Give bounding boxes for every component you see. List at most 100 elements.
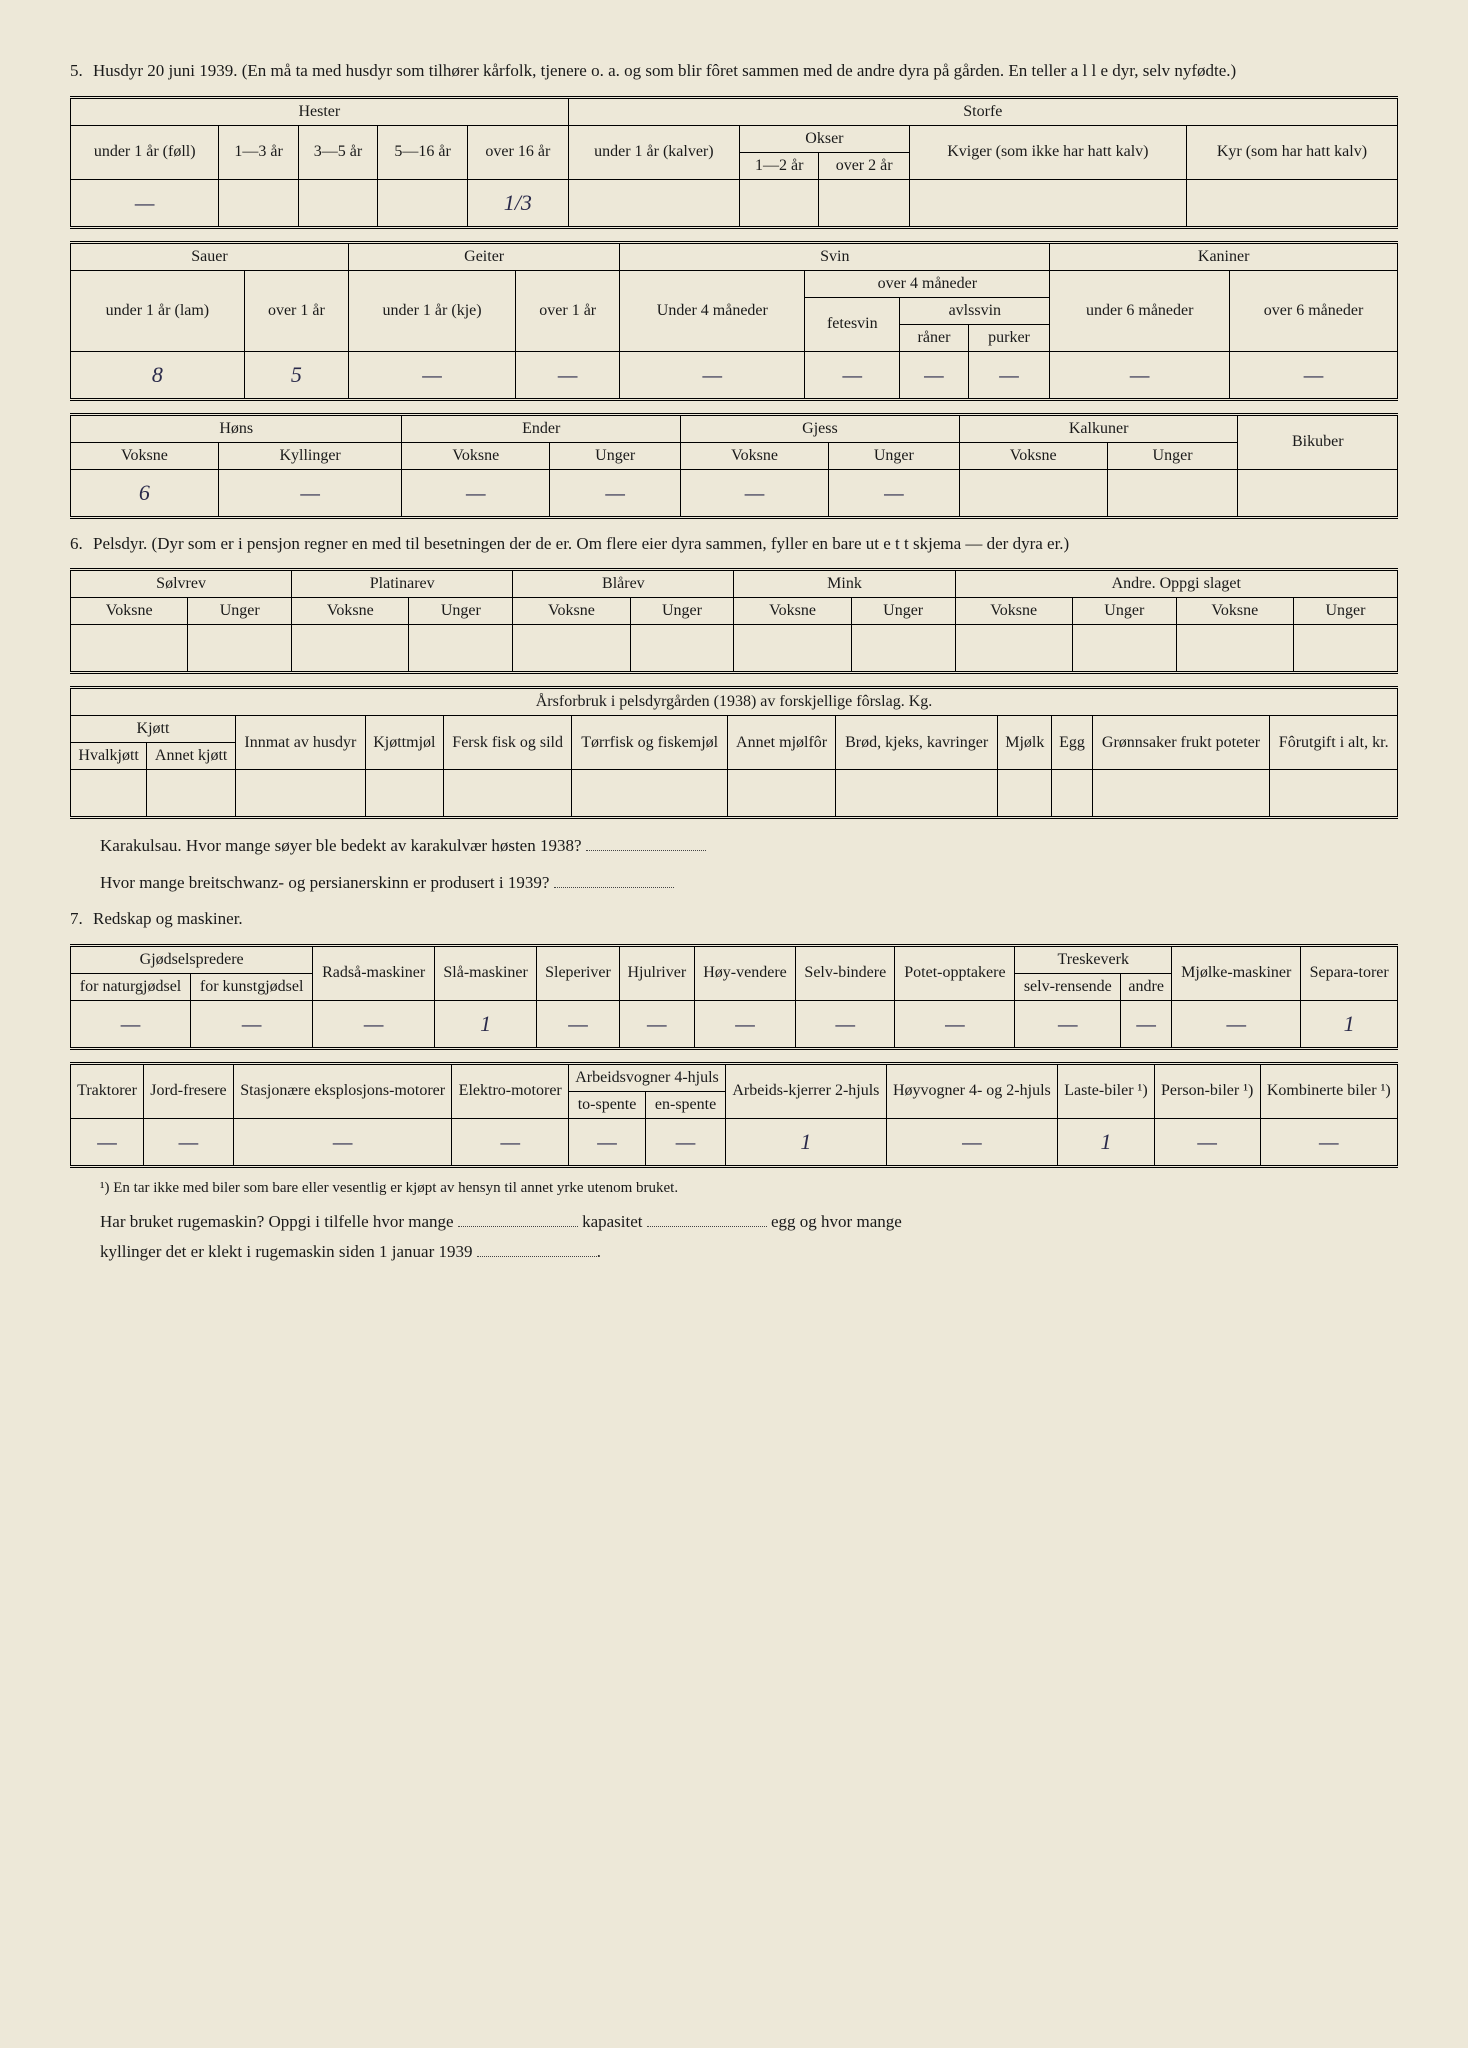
val-t3-3: — (550, 469, 681, 517)
hdr-hons: Høns (71, 414, 402, 442)
hdr-arbeidskjerrer: Arbeids-kjerrer 2-hjuls (726, 1063, 887, 1118)
hdr-treske-andre: andre (1121, 973, 1172, 1000)
val-t7-2: — (233, 1118, 452, 1166)
ruge-part4: kyllinger det er klekt i rugemaskin side… (100, 1242, 473, 1261)
hdr-bla-u: Unger (630, 598, 734, 625)
karakul-q1-line: Karakulsau. Hvor mange søyer ble bedekt … (100, 831, 1398, 862)
hdr-okser-1-2: 1—2 år (740, 152, 819, 179)
hdr-platinarev: Platinarev (292, 570, 513, 598)
table-pelsdyr: Sølvrev Platinarev Blårev Mink Andre. Op… (70, 568, 1398, 674)
hdr-plat-u: Unger (409, 598, 513, 625)
hdr-annetkjott: Annet kjøtt (147, 743, 236, 770)
hdr-and2-u: Unger (1293, 598, 1397, 625)
val-t3-8 (1238, 469, 1398, 517)
section-7-title: Redskap og maskiner. (93, 909, 243, 928)
hdr-radsa: Radså-maskiner (313, 945, 435, 1000)
hdr-mjolk: Mjølk (998, 716, 1052, 770)
section-5-heading: 5. Husdyr 20 juni 1939. (En må ta med hu… (70, 58, 1398, 84)
val-t7-7: — (886, 1118, 1057, 1166)
hdr-kan-o6: over 6 måneder (1230, 270, 1398, 351)
val-t1-1 (219, 179, 298, 227)
hdr-bla-v: Voksne (513, 598, 630, 625)
hdr-sleperiver: Sleperiver (537, 945, 620, 1000)
karakul-q2-blank[interactable] (554, 870, 674, 888)
val-t6-6: — (694, 1000, 795, 1048)
val-t2-8: — (1050, 351, 1230, 399)
section-6-heading: 6. Pelsdyr. (Dyr som er i pensjon regner… (70, 531, 1398, 557)
ruge-blank3[interactable] (477, 1239, 597, 1257)
val-t7-4: — (568, 1118, 645, 1166)
hdr-hoyvendere: Høy-vendere (694, 945, 795, 1000)
val-t3-2: — (402, 469, 550, 517)
val-t6-7: — (796, 1000, 895, 1048)
hdr-kjottmjol: Kjøttmjøl (365, 716, 443, 770)
val-t6-5: — (619, 1000, 694, 1048)
hdr-ender: Ender (402, 414, 681, 442)
hdr-sv-avl: avlssvin (900, 297, 1050, 324)
table-hester-storfe: Hester Storfe under 1 år (føll) 1—3 år 3… (70, 96, 1398, 229)
hdr-okser: Okser (740, 125, 910, 152)
val-t1-0: — (71, 179, 219, 227)
hdr-gjodsel-natur: for naturgjødsel (71, 973, 191, 1000)
hdr-gronn: Grønnsaker frukt poteter (1092, 716, 1270, 770)
val-t1-3 (378, 179, 468, 227)
hdr-solvrev: Sølvrev (71, 570, 292, 598)
hdr-storfe: Storfe (568, 97, 1397, 125)
val-t2-5: — (805, 351, 900, 399)
hdr-geiter: Geiter (348, 242, 619, 270)
val-t6-10: — (1121, 1000, 1172, 1048)
hdr-hons-voksne: Voksne (71, 442, 219, 469)
hdr-sau-o1: over 1 år (244, 270, 348, 351)
footnote-1: ¹) En tar ikke med biler som bare eller … (100, 1180, 1398, 1197)
hdr-sv-raner: råner (900, 324, 968, 351)
hdr-solvrev-u: Unger (188, 598, 292, 625)
hdr-kaniner: Kaniner (1050, 242, 1398, 270)
hdr-kjott: Kjøtt (71, 716, 236, 743)
hdr-sauer: Sauer (71, 242, 349, 270)
val-t6-12: 1 (1301, 1000, 1398, 1048)
hdr-elektro: Elektro-motorer (452, 1063, 569, 1118)
ruge-part2: kapasitet (582, 1212, 642, 1231)
hdr-mink-u: Unger (851, 598, 955, 625)
val-t7-1: — (144, 1118, 234, 1166)
hdr-and2-v: Voksne (1176, 598, 1293, 625)
hdr-hoyvogner: Høyvogner 4- og 2-hjuls (886, 1063, 1057, 1118)
ruge-blank1[interactable] (458, 1209, 578, 1227)
val-t2-6: — (900, 351, 968, 399)
val-t2-2: — (348, 351, 515, 399)
hdr-hvalkjott: Hvalkjøtt (71, 743, 147, 770)
hdr-sv-o4: over 4 måneder (805, 270, 1050, 297)
hdr-fersk: Fersk fisk og sild (443, 716, 571, 770)
section-5-title: Husdyr 20 juni 1939. (En må ta med husdy… (93, 61, 1236, 80)
table-sauer-svin: Sauer Geiter Svin Kaniner under 1 år (la… (70, 241, 1398, 401)
table-fjorfe: Høns Ender Gjess Kalkuner Bikuber Voksne… (70, 413, 1398, 519)
karakul-q1: Karakulsau. Hvor mange søyer ble bedekt … (100, 836, 582, 855)
hdr-plat-v: Voksne (292, 598, 409, 625)
val-t2-0: 8 (71, 351, 245, 399)
hdr-solvrev-v: Voksne (71, 598, 188, 625)
val-t7-3: — (452, 1118, 569, 1166)
val-t6-9: — (1015, 1000, 1121, 1048)
hdr-ender-voksne: Voksne (402, 442, 550, 469)
hdr-sv-purker: purker (968, 324, 1050, 351)
hdr-gjess-voksne: Voksne (681, 442, 829, 469)
hdr-enspente: en-spente (646, 1091, 726, 1118)
val-t1-7 (819, 179, 909, 227)
hdr-potet: Potet-opptakere (895, 945, 1015, 1000)
val-t6-8: — (895, 1000, 1015, 1048)
hdr-okser-over2: over 2 år (819, 152, 909, 179)
ruge-blank2[interactable] (647, 1209, 767, 1227)
karakul-q1-blank[interactable] (586, 833, 706, 851)
hdr-selvbindere: Selv-bindere (796, 945, 895, 1000)
hdr-jordfresere: Jord-fresere (144, 1063, 234, 1118)
table-redskap1: Gjødselspredere Radså-maskiner Slå-maski… (70, 944, 1398, 1050)
val-t7-9: — (1154, 1118, 1260, 1166)
hdr-gjess: Gjess (681, 414, 960, 442)
hdr-hons-kyll: Kyllinger (218, 442, 402, 469)
val-t7-10: — (1260, 1118, 1397, 1166)
hdr-kombinerte: Kombinerte biler ¹) (1260, 1063, 1397, 1118)
val-t6-0: — (71, 1000, 191, 1048)
val-t3-1: — (218, 469, 402, 517)
val-t3-4: — (681, 469, 829, 517)
hdr-bikuber: Bikuber (1238, 414, 1398, 469)
